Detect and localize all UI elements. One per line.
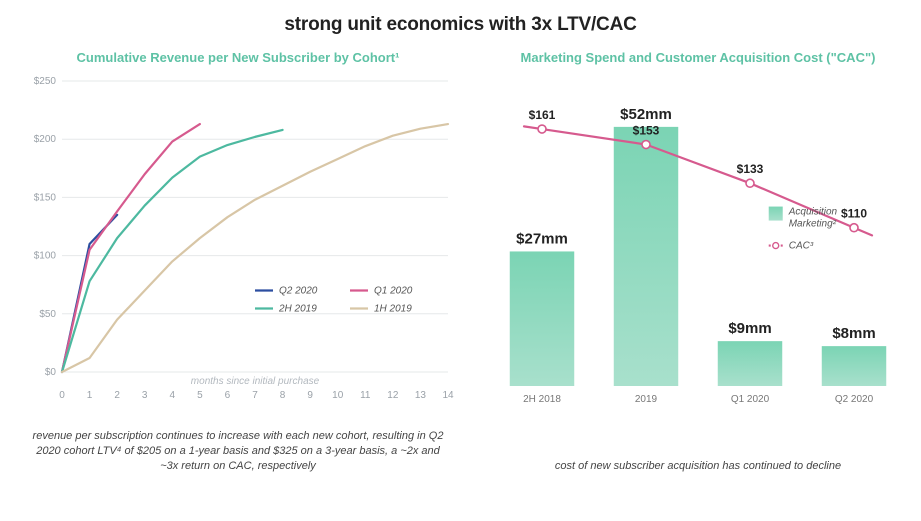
svg-text:$133: $133 <box>737 162 764 176</box>
svg-text:$8mm: $8mm <box>832 325 875 342</box>
svg-text:Acquisition: Acquisition <box>788 207 838 218</box>
svg-text:3: 3 <box>142 390 148 401</box>
svg-text:Q1 2020: Q1 2020 <box>731 394 770 405</box>
svg-text:13: 13 <box>415 390 427 401</box>
svg-text:10: 10 <box>332 390 344 401</box>
svg-text:$110: $110 <box>841 207 867 221</box>
svg-text:$200: $200 <box>34 134 57 145</box>
left-chart: $0$50$100$150$200$2500123456789101112131… <box>18 73 458 423</box>
svg-text:$0: $0 <box>45 367 57 378</box>
svg-text:Q2 2020: Q2 2020 <box>835 394 874 405</box>
right-panel: Marketing Spend and Customer Acquisition… <box>478 50 918 474</box>
svg-text:6: 6 <box>225 390 231 401</box>
svg-text:CAC³: CAC³ <box>789 241 814 252</box>
svg-text:$250: $250 <box>34 76 57 87</box>
svg-text:2H 2018: 2H 2018 <box>523 394 561 405</box>
right-chart: $27mm 2H 2018 $52mm 2019 $9mm Q1 2020 $8mm Q2 2… <box>478 73 918 453</box>
svg-text:8: 8 <box>280 390 286 401</box>
svg-text:4: 4 <box>170 390 176 401</box>
svg-text:$153: $153 <box>633 124 660 138</box>
right-caption: cost of new subscriber acquisition has c… <box>478 459 918 474</box>
svg-text:14: 14 <box>442 390 454 401</box>
left-panel: Cumulative Revenue per New Subscriber by… <box>18 50 458 474</box>
charts-row: Cumulative Revenue per New Subscriber by… <box>18 50 903 474</box>
right-chart-title: Marketing Spend and Customer Acquisition… <box>478 50 918 65</box>
svg-text:$150: $150 <box>34 192 57 203</box>
cac-bar-line-chart: $27mm 2H 2018 $52mm 2019 $9mm Q1 2020 $8mm Q2 2… <box>478 73 918 418</box>
svg-text:2H 2019: 2H 2019 <box>278 304 317 315</box>
svg-text:2: 2 <box>114 390 120 401</box>
svg-text:$100: $100 <box>34 251 57 262</box>
svg-text:12: 12 <box>387 390 399 401</box>
svg-text:$161: $161 <box>529 108 556 122</box>
svg-text:7: 7 <box>252 390 258 401</box>
svg-text:months since initial purchase: months since initial purchase <box>191 376 320 387</box>
svg-text:$9mm: $9mm <box>728 320 771 337</box>
svg-text:1H 2019: 1H 2019 <box>374 304 412 315</box>
svg-text:Q1 2020: Q1 2020 <box>374 286 413 297</box>
svg-text:9: 9 <box>307 390 313 401</box>
svg-text:1: 1 <box>87 390 93 401</box>
svg-text:11: 11 <box>360 390 371 401</box>
page-title: strong unit economics with 3x LTV/CAC <box>18 14 903 36</box>
svg-text:Q2 2020: Q2 2020 <box>279 286 318 297</box>
left-chart-title: Cumulative Revenue per New Subscriber by… <box>18 50 458 65</box>
svg-text:Marketing²: Marketing² <box>789 219 837 230</box>
svg-text:$52mm: $52mm <box>620 106 672 123</box>
svg-text:$27mm: $27mm <box>516 230 568 247</box>
svg-text:0: 0 <box>59 390 65 401</box>
svg-text:2019: 2019 <box>635 394 658 405</box>
svg-text:5: 5 <box>197 390 203 401</box>
cohort-line-chart: $0$50$100$150$200$2500123456789101112131… <box>18 73 458 418</box>
svg-text:$50: $50 <box>39 309 56 320</box>
left-caption: revenue per subscription continues to in… <box>18 429 458 474</box>
